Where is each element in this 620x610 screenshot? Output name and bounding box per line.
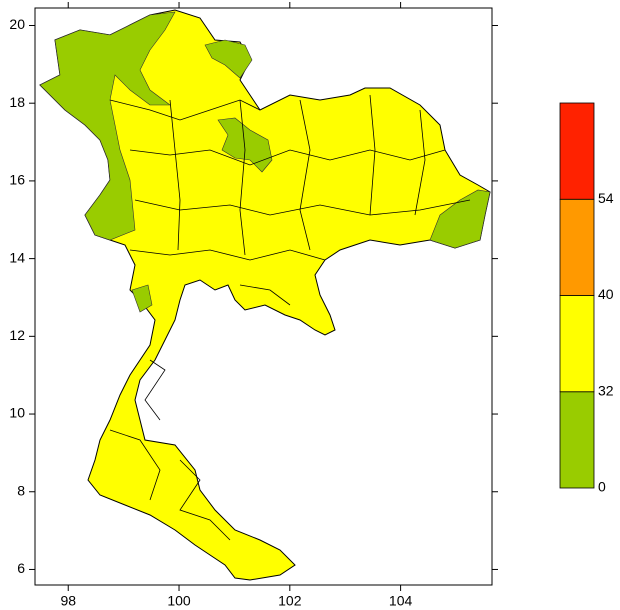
map-land (39, 9, 491, 581)
colorbar-label: 40 (598, 286, 614, 302)
y-tick-label: 8 (17, 482, 25, 498)
low-zone (217, 117, 273, 173)
y-tick-label: 16 (9, 172, 25, 188)
x-tick-label: 104 (389, 593, 413, 609)
colorbar-segment (559, 295, 595, 393)
low-zone (204, 39, 253, 79)
y-tick-label: 20 (9, 16, 25, 32)
low-zone (429, 189, 491, 249)
low-zone (131, 284, 153, 313)
x-tick-label: 102 (278, 593, 302, 609)
axes: 98 100 102 104 6 8 10 12 14 16 18 20 (9, 2, 498, 609)
colorbar-label: 32 (598, 382, 614, 398)
y-tick-label: 12 (9, 327, 25, 343)
y-tick-label: 18 (9, 94, 25, 110)
low-zone (39, 11, 176, 241)
y-tick-label: 6 (17, 560, 25, 576)
colorbar-segment (559, 198, 595, 296)
y-tick-label: 10 (9, 405, 25, 421)
colorbar-segment (559, 102, 595, 200)
x-tick-label: 100 (167, 593, 191, 609)
plot-frame (34, 7, 493, 586)
province-borders (109, 94, 471, 541)
colorbar-label: 54 (598, 190, 614, 206)
colorbar: 0 32 40 54 (559, 102, 614, 495)
y-tick-label: 14 (9, 249, 25, 265)
x-tick-label: 98 (60, 593, 76, 609)
colorbar-label: 0 (598, 479, 606, 495)
colorbar-segment (559, 391, 595, 489)
